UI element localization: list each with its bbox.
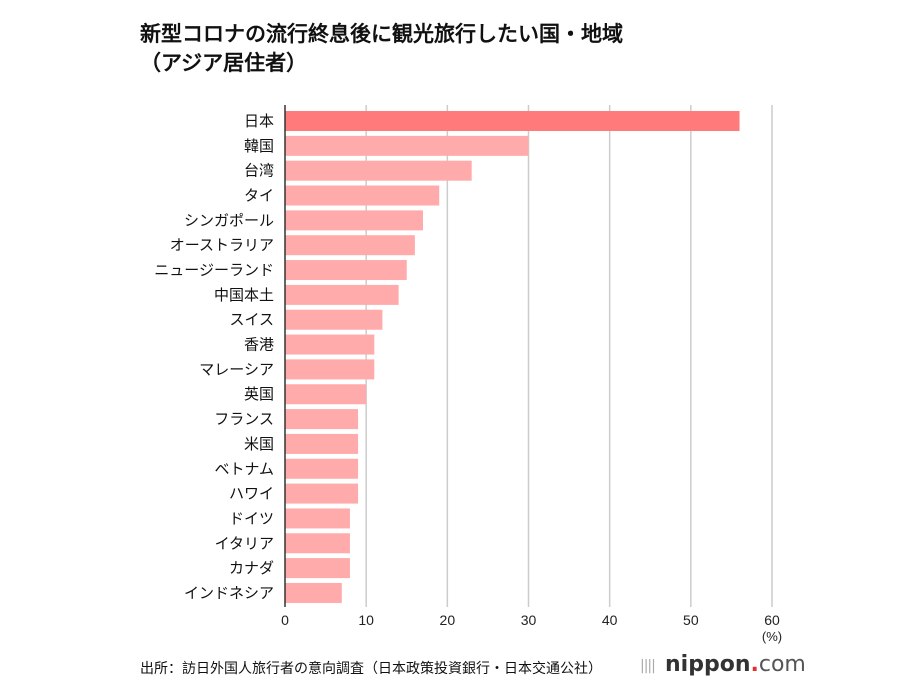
bar	[285, 433, 359, 454]
y-tick-label: マレーシア	[199, 360, 274, 378]
y-tick-label: タイ	[244, 187, 274, 205]
x-tick-label: 40	[602, 612, 618, 628]
y-tick-label: 台湾	[244, 162, 274, 180]
y-tick-label: ドイツ	[229, 509, 274, 527]
bar	[285, 582, 342, 603]
y-tick-label: オーストラリア	[170, 236, 274, 254]
bar	[285, 533, 350, 554]
y-tick-label: 韓国	[244, 137, 274, 155]
y-tick-label: 中国本土	[214, 286, 274, 304]
nippon-logo: nippon.com	[665, 652, 806, 677]
chart-title: 新型コロナの流行終息後に観光旅行したい国・地域 （アジア居住者）	[140, 20, 623, 78]
logo-bars-icon: ||||	[640, 658, 656, 674]
bar	[285, 334, 375, 355]
x-axis-label: (%)	[762, 629, 782, 644]
y-tick-label: 香港	[244, 336, 274, 354]
y-tick-label: シンガポール	[184, 211, 274, 229]
bar	[285, 185, 440, 206]
y-tick-label: 英国	[244, 385, 274, 403]
x-tick-label: 20	[440, 612, 456, 628]
y-tick-label: インドネシア	[184, 584, 274, 602]
bar	[285, 235, 415, 256]
x-tick-label: 0	[281, 612, 289, 628]
bar	[285, 483, 359, 504]
y-tick-label: フランス	[214, 410, 274, 428]
y-tick-label: ベトナム	[214, 460, 274, 478]
y-tick-label: 日本	[244, 112, 274, 130]
x-tick-label: 30	[521, 612, 537, 628]
bar	[285, 260, 407, 281]
bar	[285, 409, 359, 430]
bar	[285, 359, 375, 380]
logo-dot: .	[750, 652, 759, 677]
bar	[285, 135, 529, 156]
bar	[285, 210, 423, 231]
title-line: 新型コロナの流行終息後に観光旅行したい国・地域	[140, 22, 623, 46]
bar	[285, 284, 399, 305]
bar	[285, 508, 350, 529]
bar	[285, 384, 367, 405]
bar	[285, 558, 350, 579]
y-tick-label: ハワイ	[229, 485, 274, 503]
y-tick-label: スイス	[229, 311, 274, 329]
source-note: 出所：訪日外国人旅行者の意向調査（日本政策投資銀行・日本交通公社）	[140, 661, 602, 677]
logo-name: nippon	[665, 652, 751, 677]
bar	[285, 111, 740, 131]
x-tick-label: 60	[764, 612, 780, 628]
y-tick-label: 米国	[244, 435, 274, 453]
bar	[285, 309, 383, 330]
x-tick-label: 50	[683, 612, 699, 628]
y-tick-label: カナダ	[229, 559, 274, 577]
logo-suffix: com	[758, 652, 806, 677]
y-tick-label: ニュージーランド	[154, 261, 274, 279]
bar	[285, 458, 359, 479]
x-tick-label: 10	[358, 612, 374, 628]
y-tick-label: イタリア	[215, 534, 274, 552]
bar	[285, 160, 472, 181]
subtitle-line: （アジア居住者）	[140, 51, 308, 75]
